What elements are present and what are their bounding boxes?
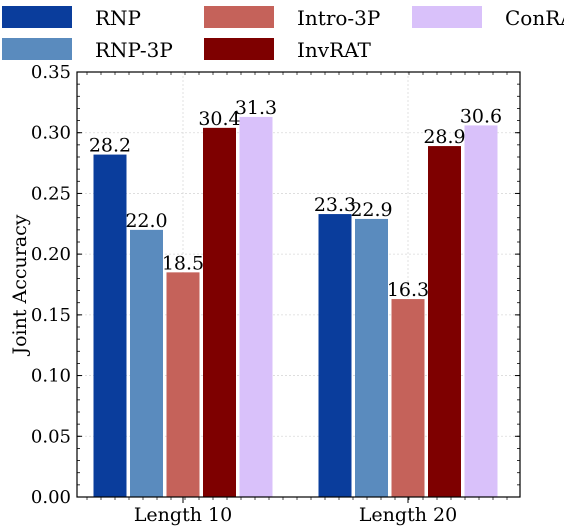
bar-rnp-3p-2 [355,218,388,497]
bar-rnp-1 [93,154,127,498]
data-label: 16.3 [387,279,429,301]
bar-conrat-2 [464,125,498,497]
bar-intro-3p-1 [166,272,200,497]
x-tick-label: Length 10 [134,504,232,526]
y-tick-label: 0.00 [31,487,71,508]
bar-invrat-2 [428,146,461,498]
bar-conrat-1 [239,116,273,497]
legend-label: ConRAT [505,6,564,30]
bar-rnp-3p-1 [130,229,163,497]
data-label: 18.5 [162,252,204,274]
y-tick-label: 0.25 [31,183,71,204]
legend-swatch [2,6,72,28]
data-label: 22.9 [350,199,392,221]
data-label: 28.9 [423,126,465,148]
x-tick-label: Length 20 [359,504,457,526]
data-label: 23.3 [314,194,356,216]
bar-invrat-1 [203,127,236,497]
y-tick-label: 0.30 [31,123,71,144]
plot-frame [76,71,521,498]
bar-rnp-2 [318,214,352,498]
y-tick-label: 0.10 [31,366,71,387]
data-label: 22.0 [125,210,167,232]
legend-label: RNP-3P [95,38,173,62]
y-tick-label: 0.35 [31,62,71,83]
legend-swatch [204,38,274,60]
legend-label: InvRAT [297,38,371,62]
y-tick-label: 0.05 [31,426,71,447]
y-axis-label: Joint Accuracy [9,214,31,356]
data-label: 28.2 [89,135,131,157]
data-label: 31.3 [235,97,277,119]
legend-swatch [2,38,72,60]
y-tick-label: 0.20 [31,244,71,265]
legend-label: RNP [95,6,141,30]
bar-intro-3p-2 [391,299,425,497]
legend-swatch [204,6,274,28]
y-tick-label: 0.15 [31,305,71,326]
data-label: 30.6 [460,105,502,127]
legend-swatch [412,6,482,28]
data-label: 30.4 [198,108,240,130]
legend-label: Intro-3P [297,6,380,30]
